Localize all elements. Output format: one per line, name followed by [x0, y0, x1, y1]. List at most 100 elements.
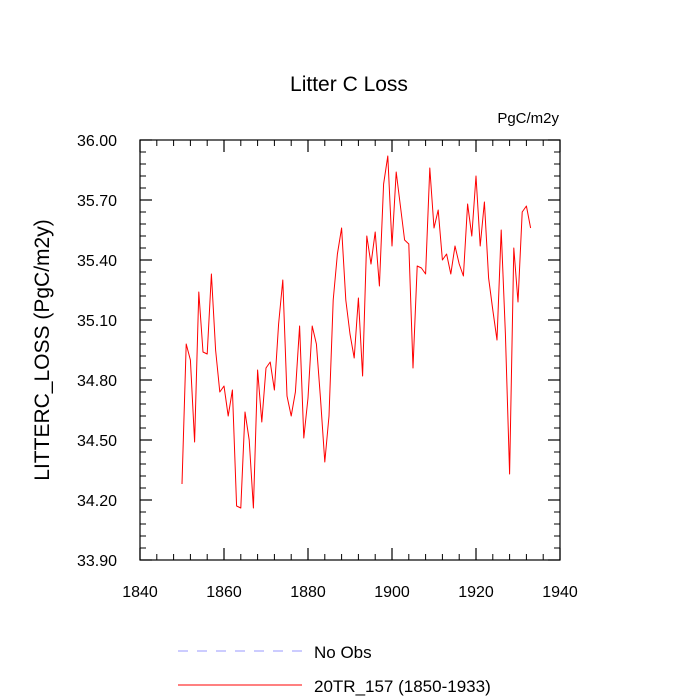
data-point [324, 461, 325, 462]
data-point [429, 167, 430, 168]
data-point [505, 333, 506, 334]
data-point [412, 367, 413, 368]
y-tick-label: 34.80 [77, 373, 117, 390]
series-line [181, 155, 532, 509]
data-point [186, 343, 187, 344]
data-point [379, 285, 380, 286]
data-point [408, 243, 409, 244]
x-tick-label: 1900 [374, 584, 410, 601]
data-point [496, 339, 497, 340]
data-point [387, 155, 388, 156]
units-label: PgC/m2y [497, 110, 559, 127]
data-point [354, 357, 355, 358]
data-point [522, 211, 523, 212]
data-point [341, 227, 342, 228]
data-point [236, 505, 237, 506]
data-point [471, 235, 472, 236]
data-point [459, 263, 460, 264]
data-point [328, 415, 329, 416]
data-point [530, 227, 531, 228]
data-point [400, 205, 401, 206]
data-point [492, 309, 493, 310]
data-point [207, 353, 208, 354]
data-point [270, 361, 271, 362]
data-point [316, 343, 317, 344]
data-point [307, 397, 308, 398]
data-point [349, 333, 350, 334]
data-point [425, 273, 426, 274]
data-point [526, 205, 527, 206]
x-tick-label: 1920 [458, 584, 494, 601]
data-point [253, 507, 254, 508]
data-point [454, 245, 455, 246]
y-tick-label: 35.70 [77, 193, 117, 210]
data-point [366, 235, 367, 236]
legend: No Obs 20TR_157 (1850-1933) [178, 643, 491, 696]
data-point [513, 247, 514, 248]
data-point [383, 183, 384, 184]
y-tick-label: 33.90 [77, 553, 117, 570]
y-tick-label: 36.00 [77, 133, 117, 150]
data-point [219, 391, 220, 392]
data-point [257, 369, 258, 370]
data-point [488, 277, 489, 278]
data-point [320, 399, 321, 400]
data-point [391, 245, 392, 246]
data-point [442, 259, 443, 260]
data-point [303, 437, 304, 438]
data-point [312, 325, 313, 326]
x-tick-label: 1860 [206, 584, 242, 601]
x-tick-label: 1940 [542, 584, 578, 601]
y-tick-label: 35.10 [77, 313, 117, 330]
data-point [509, 473, 510, 474]
data-point [475, 175, 476, 176]
data-point [240, 507, 241, 508]
data-point [299, 325, 300, 326]
data-point [362, 375, 363, 376]
legend-series-label: 20TR_157 (1850-1933) [314, 677, 491, 696]
y-axis-title: LITTERC_LOSS (PgC/m2y) [31, 219, 54, 480]
y-tick-label: 34.50 [77, 433, 117, 450]
data-point [181, 483, 182, 484]
data-point [467, 203, 468, 204]
x-tick-label: 1880 [290, 584, 326, 601]
data-point [433, 227, 434, 228]
data-point [223, 385, 224, 386]
data-point [446, 253, 447, 254]
y-tick-label: 34.20 [77, 493, 117, 510]
data-point [249, 439, 250, 440]
data-point [215, 349, 216, 350]
data-point [190, 359, 191, 360]
data-point [244, 411, 245, 412]
data-point [228, 415, 229, 416]
data-point [278, 323, 279, 324]
data-point [274, 389, 275, 390]
data-point [211, 273, 212, 274]
data-point [358, 297, 359, 298]
data-point [198, 291, 199, 292]
data-point [501, 229, 502, 230]
data-point [404, 239, 405, 240]
data-point [333, 299, 334, 300]
y-tick-label: 35.40 [77, 253, 117, 270]
data-point [517, 301, 518, 302]
data-point [450, 273, 451, 274]
data-point [417, 265, 418, 266]
data-point [194, 441, 195, 442]
legend-no-obs-label: No Obs [314, 643, 372, 662]
x-tick-label: 1840 [122, 584, 158, 601]
data-point [265, 367, 266, 368]
data-point [345, 299, 346, 300]
data-point [463, 275, 464, 276]
data-point [421, 267, 422, 268]
data-point [484, 201, 485, 202]
data-point [438, 209, 439, 210]
data-point [282, 279, 283, 280]
data-point [295, 391, 296, 392]
data-point [291, 415, 292, 416]
data-point [370, 263, 371, 264]
chart-title: Litter C Loss [290, 73, 408, 96]
data-point [337, 253, 338, 254]
data-point [396, 171, 397, 172]
